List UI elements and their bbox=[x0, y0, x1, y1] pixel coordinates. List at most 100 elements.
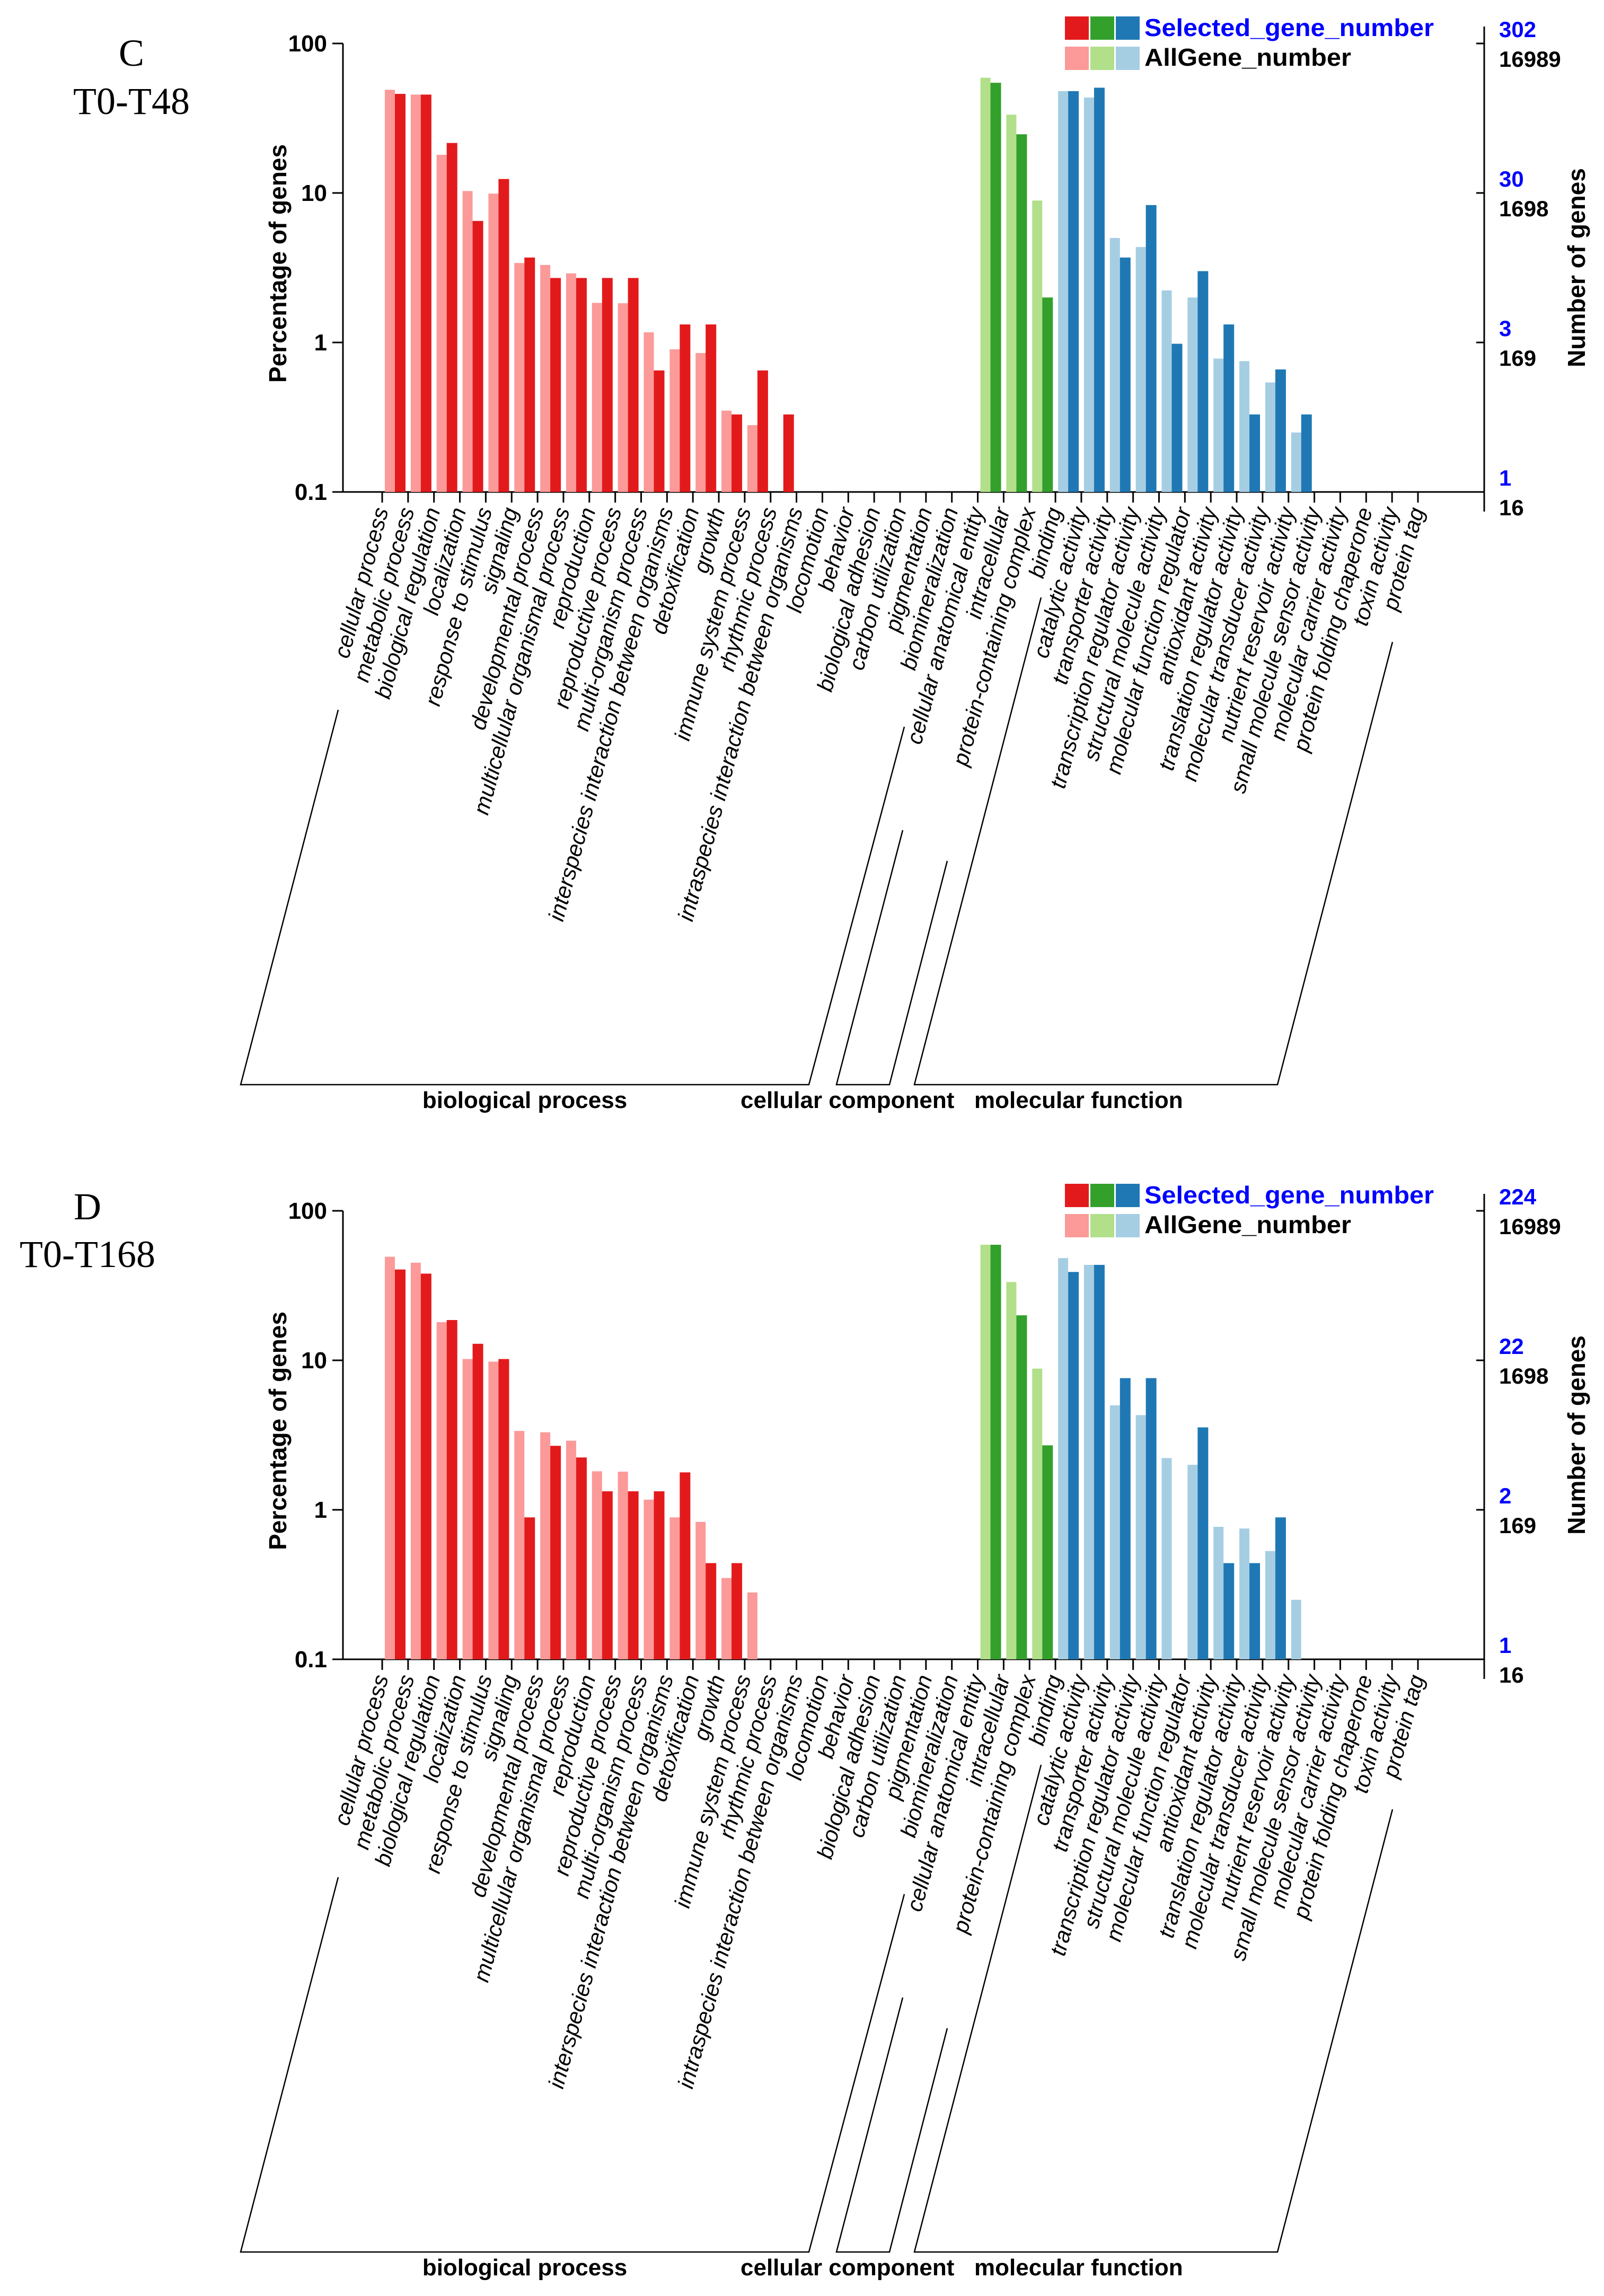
bar-selected-gene bbox=[1223, 1563, 1235, 1659]
bar-selected-gene bbox=[680, 324, 691, 492]
bar-selected-gene bbox=[1145, 1378, 1157, 1659]
legend-swatch-selected bbox=[1090, 1184, 1114, 1207]
bar-selected-gene bbox=[1171, 344, 1183, 492]
y2-axis-title: Number of genes bbox=[1563, 1335, 1590, 1535]
group-bracket bbox=[835, 1997, 948, 2253]
bar-selected-gene bbox=[576, 278, 587, 492]
bar-all-gene bbox=[462, 191, 473, 492]
y2-all-label: 169 bbox=[1499, 1513, 1536, 1538]
y2-all-label: 16 bbox=[1499, 495, 1524, 520]
legend-all-label: AllGene_number bbox=[1144, 43, 1351, 71]
bar-selected-gene bbox=[395, 94, 406, 492]
bar-selected-gene bbox=[1016, 134, 1027, 492]
group-bracket bbox=[913, 597, 1394, 1086]
bar-all-gene bbox=[592, 303, 602, 492]
bar-selected-gene bbox=[1223, 324, 1235, 492]
bar-all-gene bbox=[488, 1361, 499, 1659]
y2-selected-label: 22 bbox=[1499, 1334, 1524, 1359]
bar-all-gene bbox=[1006, 115, 1017, 492]
bar-all-gene bbox=[1265, 382, 1275, 492]
y-tick-label: 100 bbox=[288, 31, 327, 57]
bar-selected-gene bbox=[783, 414, 794, 492]
bar-all-gene bbox=[644, 332, 654, 492]
legend-swatch-all bbox=[1116, 47, 1140, 70]
bar-all-gene bbox=[540, 265, 551, 492]
bar-all-gene bbox=[1187, 297, 1198, 492]
bar-selected-gene bbox=[628, 1491, 639, 1659]
y2-all-label: 16989 bbox=[1499, 47, 1561, 72]
y2-selected-label: 302 bbox=[1499, 17, 1536, 42]
bar-all-gene bbox=[1109, 237, 1120, 492]
bar-selected-gene bbox=[395, 1269, 406, 1659]
bar-selected-gene bbox=[446, 143, 457, 492]
legend-swatch-selected bbox=[1116, 16, 1140, 40]
bar-selected-gene bbox=[498, 179, 509, 492]
bar-all-gene bbox=[669, 1517, 680, 1659]
bar-all-gene bbox=[385, 1256, 395, 1659]
legend-swatch-all bbox=[1065, 47, 1089, 70]
bar-all-gene bbox=[1058, 91, 1069, 492]
y2-selected-label: 1 bbox=[1499, 1633, 1511, 1658]
y2-selected-label: 224 bbox=[1499, 1184, 1537, 1209]
bar-selected-gene bbox=[472, 1343, 483, 1659]
bar-selected-gene bbox=[1068, 1272, 1079, 1659]
bar-all-gene bbox=[1135, 247, 1146, 492]
y-tick-label: 100 bbox=[288, 1198, 327, 1224]
bar-all-gene bbox=[1135, 1415, 1146, 1659]
group-bracket bbox=[240, 709, 905, 1086]
panel-letter: C bbox=[119, 32, 144, 74]
bar-selected-gene bbox=[1120, 1378, 1131, 1659]
bar-all-gene bbox=[1239, 361, 1250, 492]
bar-selected-gene bbox=[472, 221, 483, 492]
bar-selected-gene bbox=[524, 257, 535, 492]
bar-selected-gene bbox=[420, 94, 431, 492]
bar-selected-gene bbox=[1275, 369, 1286, 492]
bar-selected-gene bbox=[1249, 414, 1261, 492]
bar-all-gene bbox=[1109, 1405, 1120, 1659]
bar-selected-gene bbox=[1145, 205, 1157, 492]
bar-selected-gene bbox=[602, 1491, 613, 1659]
legend-swatch-selected bbox=[1090, 16, 1114, 40]
bar-all-gene bbox=[1161, 1458, 1172, 1659]
legend-swatch-all bbox=[1065, 1214, 1089, 1237]
bar-all-gene bbox=[410, 94, 421, 492]
bar-selected-gene bbox=[654, 370, 665, 492]
legend-selected-label: Selected_gene_number bbox=[1144, 14, 1434, 41]
bar-selected-gene bbox=[1016, 1315, 1027, 1659]
group-label: biological process bbox=[422, 1087, 627, 1113]
bar-all-gene bbox=[410, 1262, 421, 1659]
bar-selected-gene bbox=[1094, 1264, 1105, 1659]
bar-selected-gene bbox=[576, 1457, 587, 1659]
y-tick-label: 10 bbox=[301, 180, 327, 206]
bar-selected-gene bbox=[1301, 414, 1312, 492]
legend-all-label: AllGene_number bbox=[1144, 1211, 1351, 1238]
y2-selected-label: 3 bbox=[1499, 316, 1511, 341]
panel-letter: D bbox=[74, 1185, 101, 1228]
bar-selected-gene bbox=[602, 278, 613, 492]
bar-all-gene bbox=[1239, 1528, 1250, 1659]
bar-selected-gene bbox=[1275, 1517, 1286, 1659]
bar-all-gene bbox=[721, 1578, 732, 1659]
bar-selected-gene bbox=[1042, 297, 1053, 492]
bar-selected-gene bbox=[550, 278, 561, 492]
bar-selected-gene bbox=[498, 1359, 509, 1659]
bar-selected-gene bbox=[1094, 87, 1105, 492]
legend-swatch-selected bbox=[1065, 16, 1089, 40]
group-bracket bbox=[835, 830, 948, 1086]
bar-all-gene bbox=[747, 1592, 757, 1659]
bar-all-gene bbox=[462, 1359, 473, 1659]
y-axis-title: Percentage of genes bbox=[264, 1312, 292, 1550]
bar-all-gene bbox=[618, 1472, 628, 1659]
bar-all-gene bbox=[644, 1499, 654, 1659]
bar-all-gene bbox=[436, 155, 447, 492]
bar-all-gene bbox=[1187, 1465, 1198, 1659]
y2-all-label: 1698 bbox=[1499, 1363, 1548, 1388]
bar-selected-gene bbox=[990, 1244, 1001, 1659]
chart-panel-d: D T0-T168 100 224 16989 10 22 1698 1 2 169 0.1 1 16 Pe… bbox=[20, 1181, 1590, 2281]
group-label: molecular function bbox=[974, 1087, 1183, 1113]
group-bracket bbox=[913, 1764, 1394, 2253]
bar-all-gene bbox=[1213, 358, 1224, 492]
bar-selected-gene bbox=[680, 1472, 691, 1659]
bar-selected-gene bbox=[706, 1563, 717, 1659]
